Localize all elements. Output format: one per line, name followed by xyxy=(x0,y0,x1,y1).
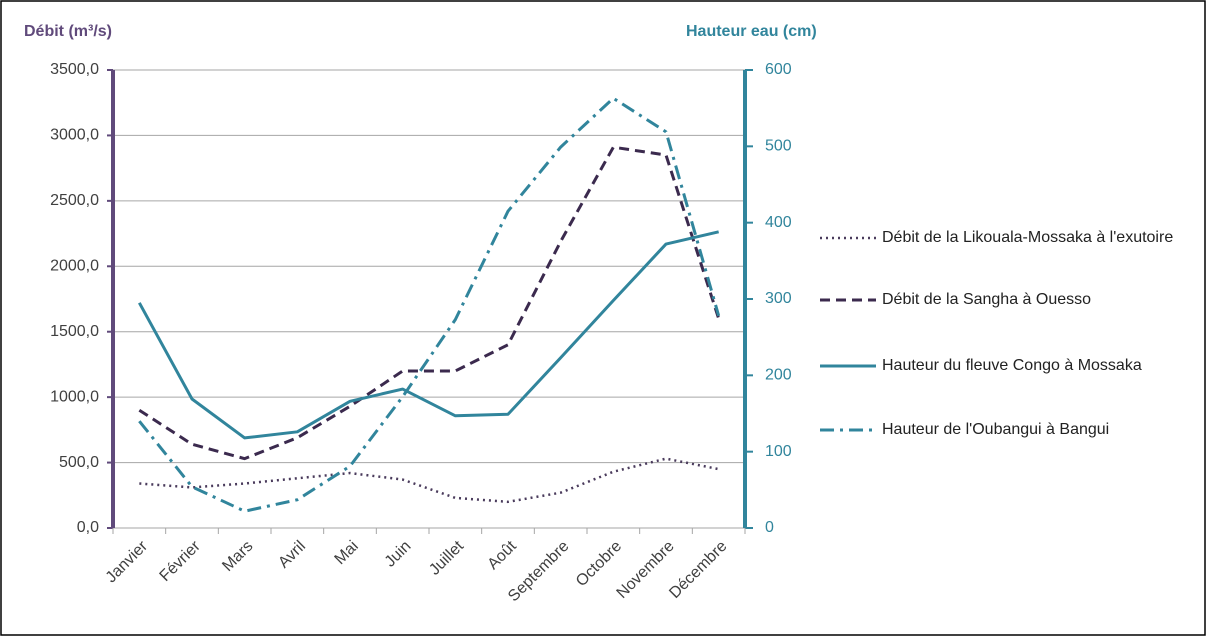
y-tick-label: 500,0 xyxy=(59,454,99,471)
x-tick-label: Février xyxy=(157,537,205,585)
x-tick-label: Juillet xyxy=(426,537,467,578)
series-line xyxy=(138,230,720,440)
y-tick-label: 1000,0 xyxy=(50,388,99,405)
y-tick-label: 1500,0 xyxy=(50,323,99,340)
series-line xyxy=(138,96,721,513)
y2-tick-label: 500 xyxy=(765,138,792,155)
x-tick-label: Mai xyxy=(332,538,362,568)
y2-tick-label: 300 xyxy=(765,290,792,307)
x-tick-label: Décembre xyxy=(666,538,730,602)
series-line xyxy=(139,457,719,504)
y2-tick-label: 600 xyxy=(765,61,792,78)
y-axis-title: Débit (m³/s) xyxy=(24,23,112,40)
x-tick-label: Mars xyxy=(219,538,256,575)
y2-axis-title: Hauteur eau (cm) xyxy=(686,23,817,40)
x-tick-label: Avril xyxy=(275,538,309,572)
legend-label: Débit de la Sangha à Ouesso xyxy=(882,291,1092,308)
y-tick-label: 2000,0 xyxy=(50,258,99,275)
series-line xyxy=(138,145,721,461)
legend-label: Hauteur du fleuve Congo à Mossaka xyxy=(882,357,1142,374)
legend-label: Débit de la Likouala-Mossaka à l'exutoir… xyxy=(882,229,1174,246)
y2-tick-label: 0 xyxy=(765,519,774,536)
y-tick-label: 0,0 xyxy=(77,519,99,536)
y-tick-label: 3000,0 xyxy=(50,127,99,144)
y2-tick-label: 100 xyxy=(765,443,792,460)
x-tick-label: Janvier xyxy=(103,537,152,586)
y2-tick-label: 200 xyxy=(765,367,792,384)
x-tick-label: Juin xyxy=(382,538,415,571)
x-tick-label: Août xyxy=(485,537,521,573)
x-tick-label: Octobre xyxy=(573,538,625,590)
legend-label: Hauteur de l'Oubangui à Bangui xyxy=(882,421,1110,438)
y2-tick-label: 400 xyxy=(765,214,792,231)
y-tick-label: 2500,0 xyxy=(50,192,99,209)
y-tick-label: 3500,0 xyxy=(50,61,99,78)
